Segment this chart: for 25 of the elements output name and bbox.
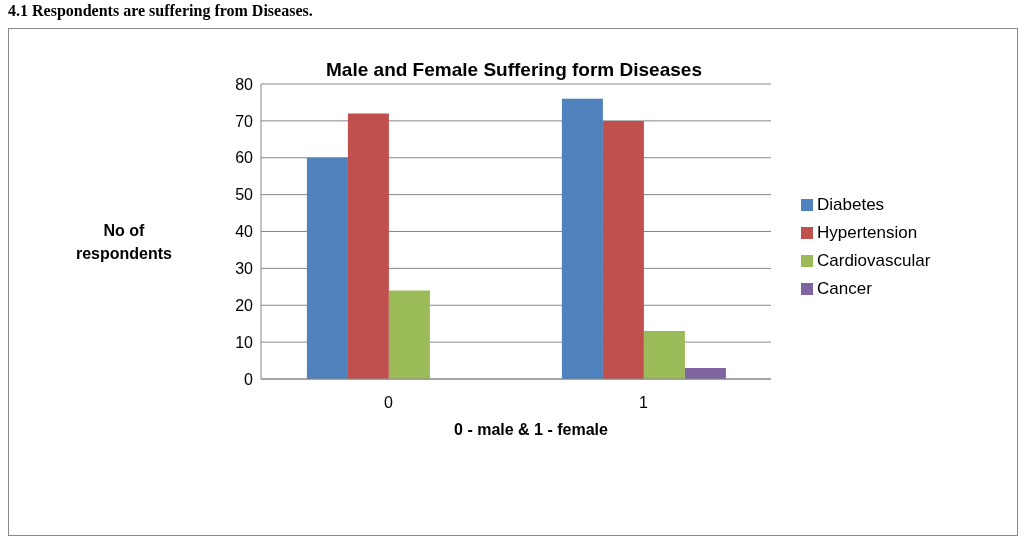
y-tick-label: 50 <box>235 186 254 204</box>
bar <box>306 157 348 379</box>
y-tick-label: 70 <box>235 112 254 130</box>
y-tick-label: 60 <box>235 149 254 167</box>
legend-label: Diabetes <box>817 194 885 214</box>
y-tick-label: 20 <box>235 296 254 314</box>
bar <box>561 98 603 379</box>
bar <box>347 113 389 379</box>
bar <box>602 120 644 379</box>
bar <box>643 331 685 379</box>
legend-label: Hypertension <box>817 222 918 242</box>
legend-label: Cardiovascular <box>817 250 931 270</box>
x-tick-label: 1 <box>639 394 649 412</box>
y-tick-label: 80 <box>235 75 254 93</box>
chart-title: Male and Female Suffering form Diseases <box>326 59 702 80</box>
x-axis-title: 0 - male & 1 - female <box>453 421 609 439</box>
y-tick-label: 10 <box>235 333 254 351</box>
y-tick-label: 30 <box>235 260 254 278</box>
bar <box>388 290 430 379</box>
y-tick-label: 0 <box>244 370 254 388</box>
y-tick-label: 40 <box>235 223 254 241</box>
bar <box>684 367 726 379</box>
legend-label: Cancer <box>817 278 872 298</box>
text: 4.1 Respondents are suffering from Diseases. <box>8 2 313 20</box>
y-axis-title: No of respondents <box>75 221 173 264</box>
